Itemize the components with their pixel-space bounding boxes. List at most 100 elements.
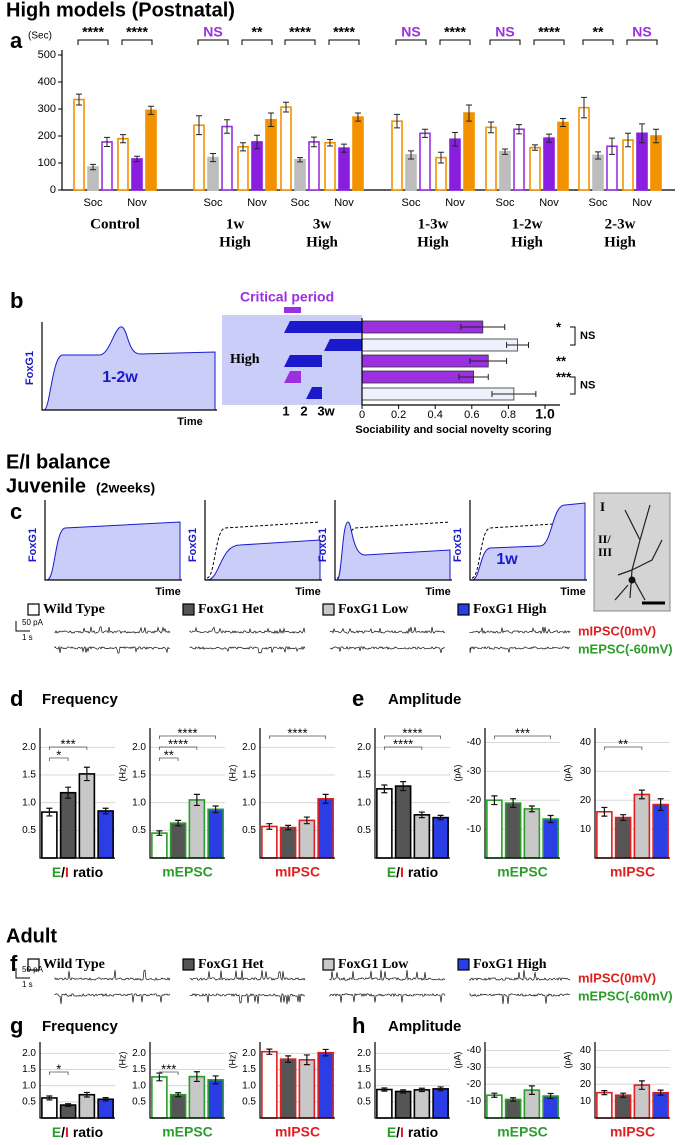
error-bar — [212, 1075, 219, 1085]
error-bar — [510, 798, 517, 809]
neuron-image — [593, 492, 671, 612]
bar — [324, 141, 336, 191]
error-bar — [90, 163, 96, 171]
x-axis-label-part: ratio — [404, 1124, 438, 1140]
bar — [542, 1095, 559, 1119]
axis-label: FoxG1 — [452, 528, 464, 562]
y-tick-label: 1.5 — [132, 1064, 146, 1075]
trace — [54, 969, 171, 981]
significance-label: NS — [401, 24, 420, 40]
axis — [594, 728, 670, 859]
y-tick-label: -30 — [467, 766, 482, 777]
x-axis-label: mEPSC — [162, 864, 213, 880]
y-tick-label: 100 — [38, 157, 56, 169]
reference-curve — [471, 521, 586, 579]
panel-heading: Frequency — [42, 1018, 119, 1035]
x-tick-label: Nov — [632, 197, 652, 209]
error-bar — [506, 342, 530, 348]
error-bar — [381, 784, 388, 794]
bar — [87, 166, 99, 191]
bar — [596, 1091, 613, 1119]
schematic-axis — [44, 500, 182, 581]
bar — [117, 137, 129, 191]
bar — [151, 832, 168, 859]
schematic-axis — [334, 500, 452, 581]
error-bar — [285, 1055, 292, 1063]
bar — [652, 803, 669, 859]
error-bar — [212, 805, 219, 814]
significance-label: **** — [402, 725, 422, 740]
legend-swatch — [182, 958, 195, 971]
section-subtitle: (2weeks) — [96, 480, 155, 496]
bar — [405, 154, 417, 191]
error-bar — [266, 823, 273, 830]
error-bar — [491, 795, 498, 806]
error-bar — [491, 1092, 498, 1098]
error-bar — [175, 819, 182, 827]
y-tick-label: 2.0 — [132, 742, 146, 753]
bar — [633, 793, 651, 859]
x-axis-label-part: E — [52, 864, 61, 880]
error-bar — [452, 131, 458, 147]
error-bar — [120, 134, 126, 144]
error-bar — [437, 1086, 444, 1092]
y-tick-label: 40 — [580, 737, 592, 748]
timeline-bar — [324, 339, 362, 351]
x-tick-label: Nov — [334, 197, 354, 209]
y-axis-label: (pA) — [452, 764, 462, 781]
y-tick-label: 0.5 — [357, 825, 371, 836]
x-axis-label: mIPSC — [275, 864, 320, 880]
bar — [542, 818, 559, 859]
bar — [529, 146, 541, 191]
significance-label: *** — [515, 725, 530, 740]
panel-letter: f — [10, 951, 18, 976]
y-axis-label: (Hz) — [227, 765, 237, 782]
legend-swatch — [457, 603, 470, 616]
y-tick-label: 1.0 — [357, 1080, 371, 1091]
group-label: High — [230, 352, 260, 367]
y-tick-label: 200 — [38, 130, 56, 142]
significance-bracket — [603, 746, 643, 750]
axis — [259, 728, 335, 859]
critical-period-label: Critical period — [240, 289, 334, 305]
x-axis-label: E/I ratio — [52, 1124, 103, 1140]
error-bar — [381, 1087, 388, 1092]
significance-label: *** — [161, 1061, 176, 1076]
schematic-curve — [206, 539, 321, 581]
y-tick-label: -20 — [467, 795, 482, 806]
panel-letter: b — [10, 288, 23, 313]
timeline-label: 2 — [300, 403, 307, 418]
error-bar — [254, 134, 260, 150]
significance-bracket — [197, 39, 229, 45]
axis-label: FoxG1 — [24, 351, 36, 385]
significance-bracket — [570, 376, 576, 395]
group-label: 1-3w — [418, 216, 449, 232]
bar — [78, 1093, 96, 1119]
y-tick-label: 30 — [580, 766, 592, 777]
axis — [259, 1042, 335, 1119]
critical-period-bar — [284, 307, 301, 313]
schematic-curve — [46, 521, 181, 581]
bar — [169, 822, 187, 859]
bar — [633, 1084, 651, 1119]
legend-label: FoxG1 Het — [198, 602, 264, 617]
significance-label: **** — [168, 736, 188, 751]
error-bar — [322, 1048, 329, 1057]
bar — [298, 819, 316, 859]
x-axis-label-part: / — [396, 864, 400, 880]
y-tick-label: 1.5 — [22, 770, 36, 781]
x-axis-label-part: I — [65, 864, 69, 880]
axis-label: Time — [177, 416, 202, 428]
y-tick-label: 30 — [580, 1062, 592, 1073]
scale-bar — [15, 968, 30, 979]
reference-curve — [206, 521, 321, 579]
scale-label: 50 pA — [22, 618, 44, 627]
y-tick-label: 2.0 — [132, 1048, 146, 1059]
bar — [543, 137, 555, 191]
x-tick-label: Nov — [247, 197, 267, 209]
error-bar — [83, 1091, 90, 1098]
bar — [101, 141, 113, 191]
bar — [614, 1094, 632, 1119]
bar — [504, 1098, 522, 1119]
error-bar — [547, 1092, 554, 1100]
